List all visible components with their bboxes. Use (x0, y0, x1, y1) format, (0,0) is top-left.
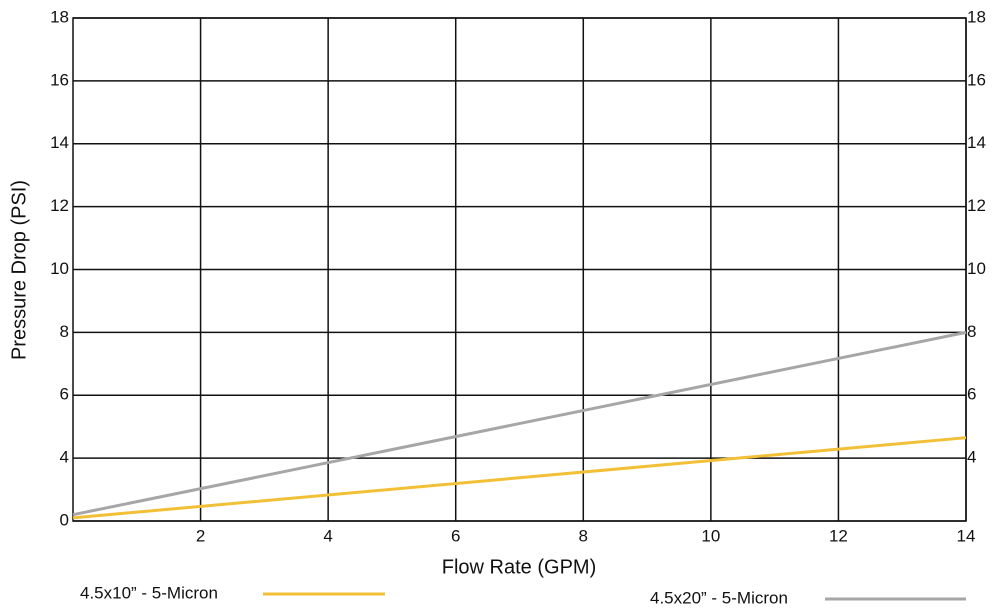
x-tick-label: 4 (323, 526, 332, 545)
y-tick-label: 10 (50, 259, 69, 278)
y-tick-label: 4 (60, 448, 69, 467)
y-tick-label: 8 (60, 322, 69, 341)
series-line (72, 330, 967, 517)
x-tick-label: 12 (829, 526, 848, 545)
x-tick-label: 10 (701, 526, 720, 545)
y-axis-title: Pressure Drop (PSI) (8, 180, 30, 360)
y2-tick-label: 12 (967, 196, 986, 215)
y-tick-label: 6 (60, 385, 69, 404)
x-axis-title: Flow Rate (GPM) (442, 556, 596, 578)
x-tick-label: 2 (196, 526, 205, 545)
legend-label: 4.5x20” - 5-Micron (650, 588, 788, 607)
x-tick-label: 14 (957, 526, 976, 545)
y-tick-label: 14 (50, 133, 69, 152)
y-tick-label: 18 (50, 7, 69, 26)
legend-label: 4.5x10” - 5-Micron (80, 583, 218, 602)
series-line (72, 436, 967, 520)
y-tick-label: 12 (50, 196, 69, 215)
y2-tick-label: 18 (967, 7, 986, 26)
y-tick-label: 0 (60, 510, 69, 529)
y2-tick-label: 6 (967, 385, 976, 404)
x-tick-label: 8 (579, 526, 588, 545)
y2-tick-label: 14 (967, 133, 986, 152)
y2-tick-label: 10 (967, 259, 986, 278)
y2-tick-label: 8 (967, 322, 976, 341)
y2-tick-label: 4 (967, 448, 976, 467)
y-tick-label: 16 (50, 70, 69, 89)
y2-tick-label: 16 (967, 70, 986, 89)
x-tick-label: 6 (451, 526, 460, 545)
